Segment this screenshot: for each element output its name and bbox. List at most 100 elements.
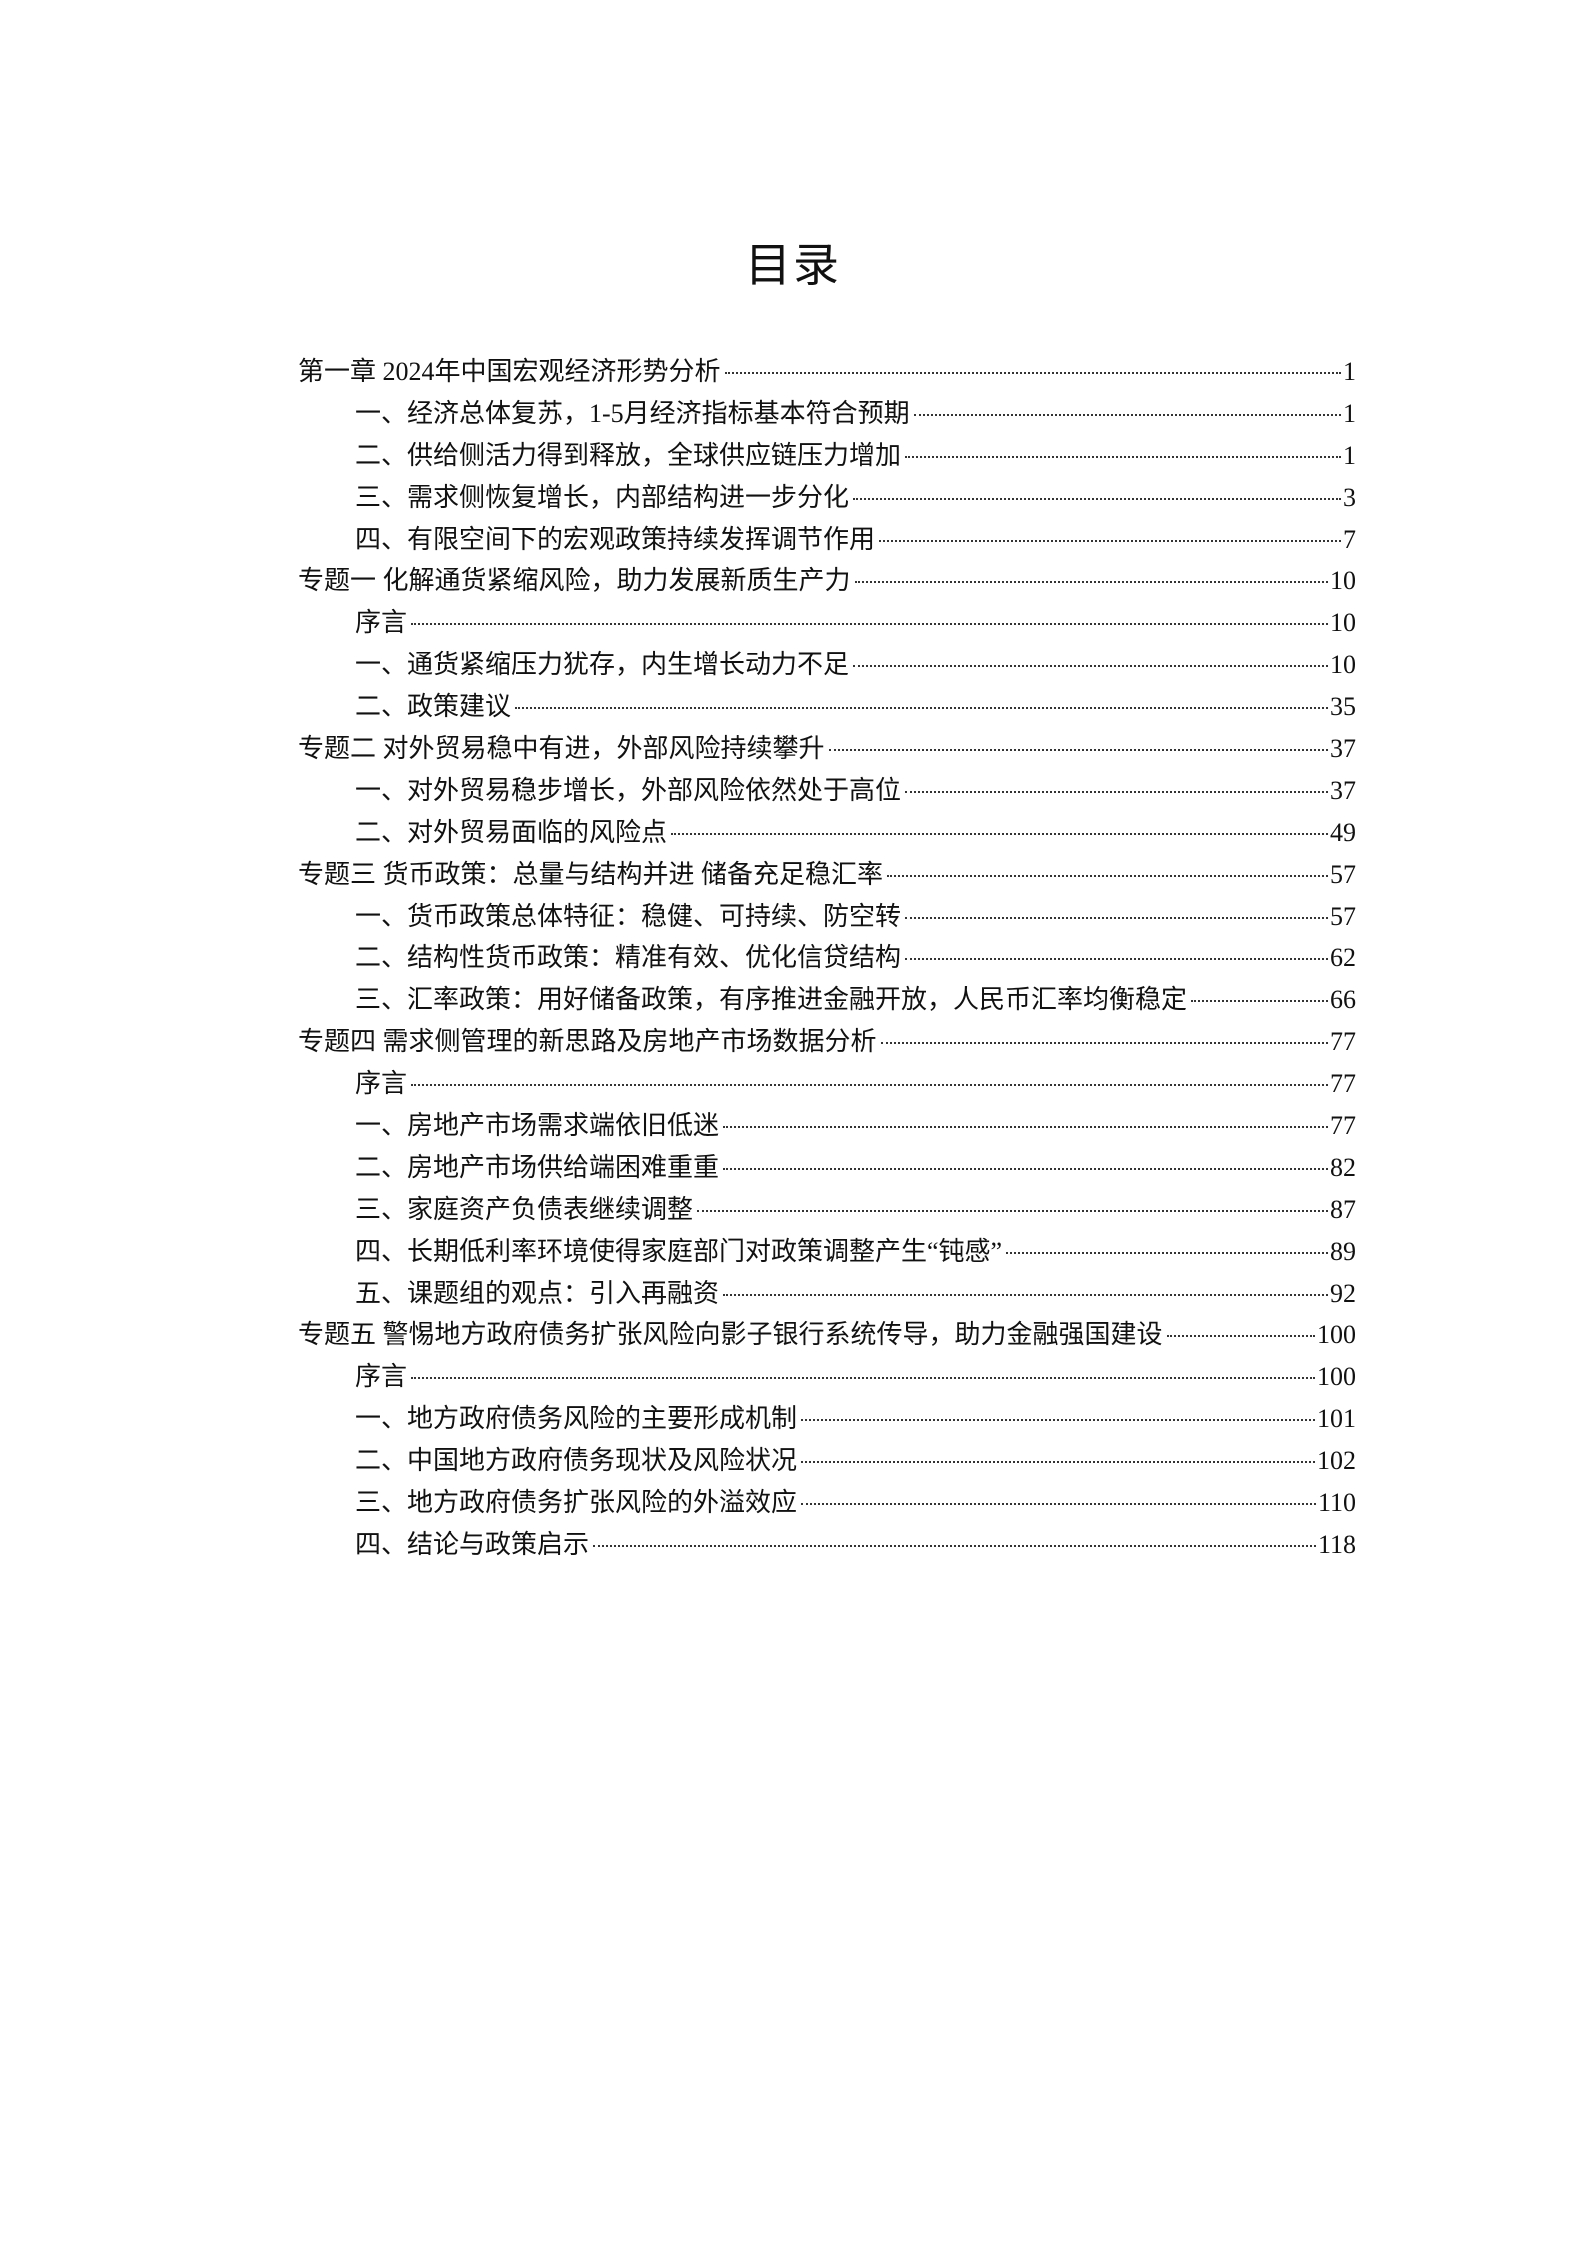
toc-page-number: 101 <box>1317 1404 1356 1434</box>
toc-entry-title: 专题二 对外贸易稳中有进，外部风险持续攀升 <box>298 734 825 764</box>
dot-leader <box>801 1461 1315 1464</box>
toc-entry-title: 五、课题组的观点：引入再融资 <box>355 1278 720 1308</box>
toc-section-entry[interactable]: 一、通货紧缩压力犹存，内生增长动力不足 10 <box>298 644 1356 686</box>
toc-page-number: 102 <box>1317 1446 1356 1476</box>
toc-entry-title: 二、中国地方政府债务现状及风险状况 <box>355 1446 798 1476</box>
toc-chapter-entry[interactable]: 第一章 2024年中国宏观经济形势分析 1 <box>298 351 1356 393</box>
toc-page-number: 110 <box>1317 1488 1356 1518</box>
toc-entry-title: 四、长期低利率环境使得家庭部门对政策调整产生“钝感” <box>355 1236 1003 1266</box>
toc-page-number: 10 <box>1330 608 1356 638</box>
toc-page-number: 35 <box>1330 692 1356 722</box>
toc-section-entry[interactable]: 三、家庭资产负债表继续调整 87 <box>298 1189 1356 1231</box>
toc-chapter-entry[interactable]: 专题一 化解通货紧缩风险，助力发展新质生产力 10 <box>298 560 1356 602</box>
toc-page-number: 100 <box>1317 1362 1356 1392</box>
dot-leader <box>411 623 1328 626</box>
dot-leader <box>697 1209 1328 1212</box>
dot-leader <box>853 497 1341 500</box>
toc-page-number: 118 <box>1317 1529 1356 1559</box>
toc-entry-title: 二、房地产市场供给端困难重重 <box>355 1152 720 1182</box>
dot-leader <box>411 1084 1328 1087</box>
toc-entry-title: 二、供给侧活力得到释放，全球供应链压力增加 <box>355 440 902 470</box>
toc-section-entry[interactable]: 二、对外贸易面临的风险点 49 <box>298 812 1356 854</box>
dot-leader <box>828 749 1328 752</box>
toc-page-number: 1 <box>1343 440 1356 470</box>
dot-leader <box>801 1419 1315 1422</box>
dot-leader <box>724 372 1341 374</box>
toc-entry-title: 二、对外贸易面临的风险点 <box>355 817 668 847</box>
dot-leader <box>593 1544 1316 1547</box>
toc-entry-title: 一、对外贸易稳步增长，外部风险依然处于高位 <box>355 775 902 805</box>
toc-page-number: 66 <box>1330 985 1356 1015</box>
toc-page-number: 7 <box>1343 524 1356 554</box>
toc-section-entry[interactable]: 二、房地产市场供给端困难重重 82 <box>298 1147 1356 1189</box>
toc-page-number: 62 <box>1330 943 1356 973</box>
toc-entry-title: 二、政策建议 <box>355 692 512 722</box>
dot-leader <box>723 1126 1328 1129</box>
toc-section-entry[interactable]: 四、长期低利率环境使得家庭部门对政策调整产生“钝感” 89 <box>298 1231 1356 1273</box>
toc-page-number: 87 <box>1330 1194 1356 1224</box>
toc-page-number: 77 <box>1330 1027 1356 1057</box>
toc-section-entry[interactable]: 序言 10 <box>298 602 1356 644</box>
toc-chapter-entry[interactable]: 专题四 需求侧管理的新思路及房地产市场数据分析 77 <box>298 1021 1356 1063</box>
toc-entry-title: 专题三 货币政策：总量与结构并进 储备充足稳汇率 <box>298 859 884 889</box>
toc-entry-title: 序言 <box>355 608 408 638</box>
toc-entry-title: 三、地方政府债务扩张风险的外溢效应 <box>355 1488 798 1518</box>
toc-chapter-entry[interactable]: 专题三 货币政策：总量与结构并进 储备充足稳汇率 57 <box>298 854 1356 896</box>
toc-entry-title: 专题一 化解通货紧缩风险，助力发展新质生产力 <box>298 566 851 596</box>
toc-page-number: 89 <box>1330 1236 1356 1266</box>
toc-page-number: 92 <box>1330 1278 1356 1308</box>
toc-section-entry[interactable]: 一、货币政策总体特征：稳健、可持续、防空转 57 <box>298 896 1356 938</box>
dot-leader <box>854 581 1328 584</box>
toc-section-entry[interactable]: 序言 77 <box>298 1063 1356 1105</box>
toc-page-number: 37 <box>1330 734 1356 764</box>
dot-leader <box>887 874 1328 877</box>
toc-section-entry[interactable]: 序言 100 <box>298 1356 1356 1398</box>
toc-entry-title: 三、汇率政策：用好储备政策，有序推进金融开放，人民币汇率均衡稳定 <box>355 985 1188 1015</box>
toc-chapter-entry[interactable]: 专题二 对外贸易稳中有进，外部风险持续攀升 37 <box>298 728 1356 770</box>
toc-section-entry[interactable]: 二、结构性货币政策：精准有效、优化信贷结构 62 <box>298 937 1356 979</box>
toc-section-entry[interactable]: 五、课题组的观点：引入再融资 92 <box>298 1273 1356 1315</box>
toc-section-entry[interactable]: 三、汇率政策：用好储备政策，有序推进金融开放，人民币汇率均衡稳定 66 <box>298 979 1356 1021</box>
dot-leader <box>905 916 1328 919</box>
dot-leader <box>671 832 1328 835</box>
toc-page-number: 57 <box>1330 859 1356 889</box>
dot-leader <box>1006 1251 1328 1254</box>
toc-page-number: 1 <box>1343 398 1356 428</box>
toc-entry-title: 三、需求侧恢复增长，内部结构进一步分化 <box>355 482 850 512</box>
dot-leader <box>913 413 1341 416</box>
dot-leader <box>515 707 1328 710</box>
toc-section-entry[interactable]: 二、供给侧活力得到释放，全球供应链压力增加 1 <box>298 435 1356 477</box>
toc-section-entry[interactable]: 一、对外贸易稳步增长，外部风险依然处于高位 37 <box>298 770 1356 812</box>
toc-section-entry[interactable]: 三、需求侧恢复增长，内部结构进一步分化 3 <box>298 477 1356 519</box>
dot-leader <box>905 958 1328 961</box>
toc-section-entry[interactable]: 一、地方政府债务风险的主要形成机制 101 <box>298 1398 1356 1440</box>
toc-page-number: 82 <box>1330 1152 1356 1182</box>
toc-section-entry[interactable]: 四、结论与政策启示 118 <box>298 1524 1356 1566</box>
dot-leader <box>411 1377 1315 1380</box>
dot-leader <box>723 1167 1328 1170</box>
toc-chapter-entry[interactable]: 专题五 警惕地方政府债务扩张风险向影子银行系统传导，助力金融强国建设 100 <box>298 1314 1356 1356</box>
dot-leader <box>1191 1000 1328 1003</box>
toc-section-entry[interactable]: 三、地方政府债务扩张风险的外溢效应 110 <box>298 1482 1356 1524</box>
toc-entry-title: 一、地方政府债务风险的主要形成机制 <box>355 1404 798 1434</box>
dot-leader <box>880 1042 1328 1045</box>
toc-entry-title: 一、经济总体复苏，1-5月经济指标基本符合预期 <box>355 398 910 428</box>
dot-leader <box>723 1293 1328 1296</box>
dot-leader <box>905 790 1328 793</box>
toc-section-entry[interactable]: 一、经济总体复苏，1-5月经济指标基本符合预期 1 <box>298 393 1356 435</box>
toc-page-number: 10 <box>1330 650 1356 680</box>
toc-page-number: 3 <box>1343 482 1356 512</box>
toc-entry-title: 序言 <box>355 1069 408 1099</box>
toc-section-entry[interactable]: 四、有限空间下的宏观政策持续发挥调节作用 7 <box>298 519 1356 561</box>
toc-page-number: 77 <box>1330 1111 1356 1141</box>
toc-section-entry[interactable]: 一、房地产市场需求端依旧低迷 77 <box>298 1105 1356 1147</box>
toc-page-number: 100 <box>1317 1320 1356 1350</box>
toc-page-number: 57 <box>1330 901 1356 931</box>
toc-entry-title: 四、有限空间下的宏观政策持续发挥调节作用 <box>355 524 876 554</box>
dot-leader <box>1166 1335 1315 1338</box>
table-of-contents: 第一章 2024年中国宏观经济形势分析 1 一、经济总体复苏，1-5月经济指标基本符… <box>298 351 1356 1566</box>
toc-section-entry[interactable]: 二、中国地方政府债务现状及风险状况 102 <box>298 1440 1356 1482</box>
toc-section-entry[interactable]: 二、政策建议 35 <box>298 686 1356 728</box>
toc-entry-title: 四、结论与政策启示 <box>355 1529 590 1559</box>
toc-page-number: 1 <box>1343 357 1356 386</box>
